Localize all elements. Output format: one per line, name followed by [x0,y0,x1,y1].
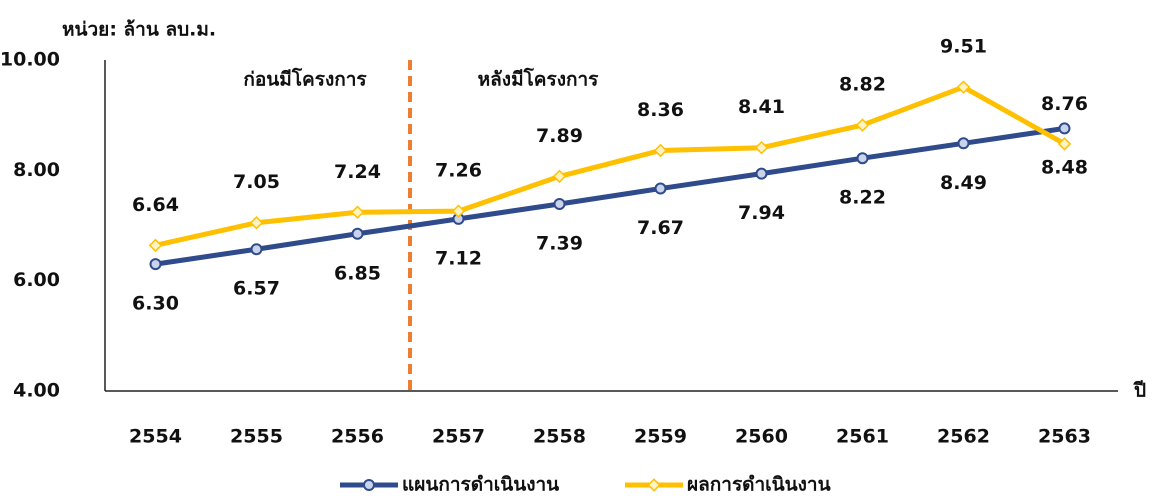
legend-marker [363,479,375,491]
series-line [154,84,1066,248]
x-tick-label: 2559 [634,426,687,448]
data-label: 9.51 [940,36,987,58]
point [553,197,566,210]
point [249,216,264,230]
point [855,118,870,132]
point [552,169,567,184]
legend-marker [647,478,661,492]
x-tick-label: 2557 [432,426,485,448]
annotation: ก่อนมีโครงการ [243,68,367,91]
series-line [155,125,1065,267]
data-label: 7.67 [637,217,684,239]
point [1058,122,1071,135]
data-label: 8.22 [839,187,886,209]
data-label: 7.26 [435,160,482,182]
point [956,80,971,94]
data-label: 8.36 [637,99,684,121]
point [653,143,668,158]
point [957,137,970,150]
point [754,140,769,155]
data-label: 7.05 [233,171,280,193]
data-label: 8.82 [839,74,886,96]
annotation: หลังมีโครงการ [478,68,600,91]
x-tick-label: 2561 [836,426,889,448]
data-label: 7.39 [536,232,583,254]
data-label: 6.30 [132,293,179,315]
x-tick-label: 2556 [331,426,384,448]
point [148,238,163,253]
data-label: 8.41 [738,96,785,118]
legend-label: แผนการดำเนินงาน [402,474,559,496]
x-axis-label: ปี [1133,380,1146,402]
point [654,182,667,195]
point [350,205,365,219]
x-tick-label: 2554 [129,426,182,448]
point [250,243,263,256]
x-tick-label: 2558 [533,426,586,448]
x-tick-label: 2563 [1038,426,1091,448]
data-label: 8.49 [940,172,987,194]
x-tick-label: 2562 [937,426,990,448]
point [755,167,768,180]
data-label: 7.94 [738,202,785,224]
y-tick-label: 4.00 [13,380,60,402]
data-label: 7.24 [334,161,381,183]
point [351,227,364,240]
y-tick-label: 10.00 [0,49,60,71]
y-tick-label: 6.00 [13,269,60,291]
data-label: 7.89 [536,125,583,147]
x-tick-label: 2560 [735,426,788,448]
data-label: 6.85 [334,262,381,284]
data-label: 8.48 [1041,156,1088,178]
data-label: 8.76 [1041,93,1088,115]
point [149,258,162,271]
y-unit-label: หน่วย: ล้าน ลบ.ม. [62,19,216,41]
point [1057,137,1072,151]
data-label: 6.64 [132,194,179,216]
point [856,152,869,165]
data-label: 6.57 [233,278,280,300]
legend-label: ผลการดำเนินงาน [687,474,831,496]
point [451,204,466,218]
x-tick-label: 2555 [230,426,283,448]
data-label: 7.12 [435,247,482,269]
y-tick-label: 8.00 [13,159,60,181]
